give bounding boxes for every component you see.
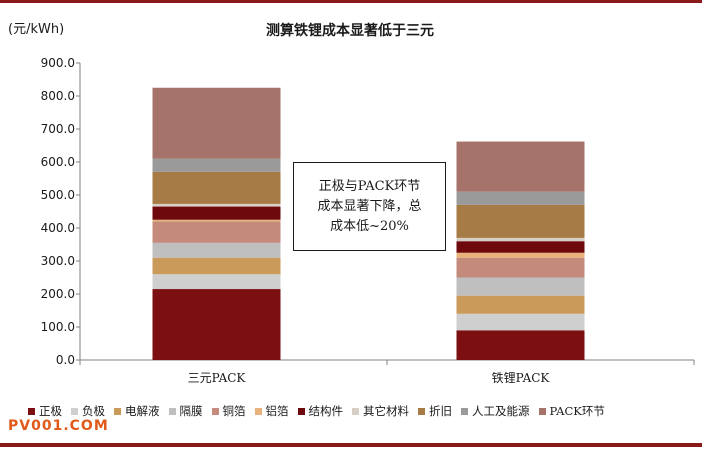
legend-swatch (418, 407, 425, 415)
bar-segment (152, 219, 281, 222)
legend-item: PACK环节 (538, 403, 605, 419)
top-rule (0, 0, 702, 3)
legend-label: 铜箔 (222, 404, 246, 418)
legend-label: 负极 (82, 404, 105, 418)
legend-label: 折旧 (429, 404, 452, 418)
bar-segment (152, 242, 281, 258)
bar-segment (456, 252, 585, 258)
chart-legend: 正极 负极 电解液 隔膜 铜箔 铝箔 结构件 其它材料 折旧 人工及能源 PACK环节 (28, 401, 698, 421)
bar-segment (152, 257, 281, 275)
y-tick-label: 100.0 (41, 320, 75, 334)
bar-segment (152, 221, 281, 243)
y-tick-label: 0.0 (56, 353, 75, 367)
bar-segment (456, 204, 585, 238)
chart-title: 测算铁锂成本显著低于三元 (266, 23, 434, 39)
bar-segment (152, 206, 281, 220)
bar-segment (152, 289, 281, 360)
y-tick-label: 700.0 (41, 122, 75, 136)
bar-segment (152, 171, 281, 204)
legend-label: 正极 (39, 404, 62, 418)
bar-segment (152, 274, 281, 290)
annotation-text: 正极与PACK环节 成本显著下降，总 成本低~20% (317, 178, 422, 234)
legend-swatch (28, 407, 35, 415)
legend-item: 电解液 (114, 403, 160, 419)
legend-swatch (168, 407, 176, 415)
x-category-label: 三元PACK (188, 371, 247, 385)
bar-segment (456, 277, 585, 296)
legend-item: 铜箔 (211, 403, 246, 419)
bar-segment (456, 141, 585, 192)
legend-item: 铝箔 (254, 403, 289, 419)
legend-label: 结构件 (308, 404, 344, 418)
y-tick-label: 300.0 (41, 254, 75, 268)
bar-segment (152, 87, 281, 159)
legend-item: 其它材料 (352, 403, 409, 419)
legend-swatch (71, 407, 78, 415)
y-tick-label: 800.0 (41, 89, 75, 103)
bar-segment (456, 295, 585, 314)
legend-label: 隔膜 (179, 404, 203, 418)
bar-segment (152, 158, 281, 172)
y-axis-unit-label: (元/kWh) (8, 22, 65, 37)
watermark: PV001.COM (8, 418, 109, 434)
annotation-box: 正极与PACK环节 成本显著下降，总 成本低~20% (293, 162, 446, 251)
legend-swatch (461, 407, 468, 415)
bar-segment (456, 241, 585, 253)
legend-item: 折旧 (418, 403, 452, 419)
legend-item: 正极 (28, 403, 62, 419)
legend-item: 人工及能源 (461, 403, 530, 419)
bottom-rule (0, 443, 702, 447)
y-tick-label: 500.0 (41, 188, 75, 202)
legend-label: 人工及能源 (472, 404, 530, 418)
legend-item: 结构件 (297, 403, 344, 419)
legend-label: PACK环节 (549, 404, 605, 418)
y-tick-label: 400.0 (41, 221, 75, 235)
legend-label: 电解液 (125, 404, 160, 418)
bar-segment (456, 313, 585, 331)
bar-segment (152, 203, 281, 207)
stacked-bar-chart: 0.0 100.0 200.0 300.0 400.0 500.0 600.0 700.0 80… (41, 56, 695, 385)
legend-item: 负极 (71, 403, 105, 419)
legend-swatch (114, 407, 121, 415)
legend-item: 隔膜 (168, 403, 203, 419)
y-tick-label: 600.0 (41, 155, 75, 169)
legend-swatch (254, 407, 262, 415)
y-tick-label: 200.0 (41, 287, 75, 301)
legend-swatch (352, 407, 359, 415)
bar-segment (456, 237, 585, 242)
bar-segment (456, 191, 585, 205)
x-category-label: 铁锂PACK (492, 370, 551, 385)
y-tick-label: 900.0 (41, 56, 75, 70)
legend-swatch (297, 407, 305, 415)
bar-segment (456, 257, 585, 278)
legend-label: 其它材料 (363, 404, 409, 418)
legend-label: 铝箔 (265, 404, 289, 418)
legend-swatch (538, 407, 546, 415)
legend-swatch (211, 407, 219, 415)
bar-segment (456, 330, 585, 360)
